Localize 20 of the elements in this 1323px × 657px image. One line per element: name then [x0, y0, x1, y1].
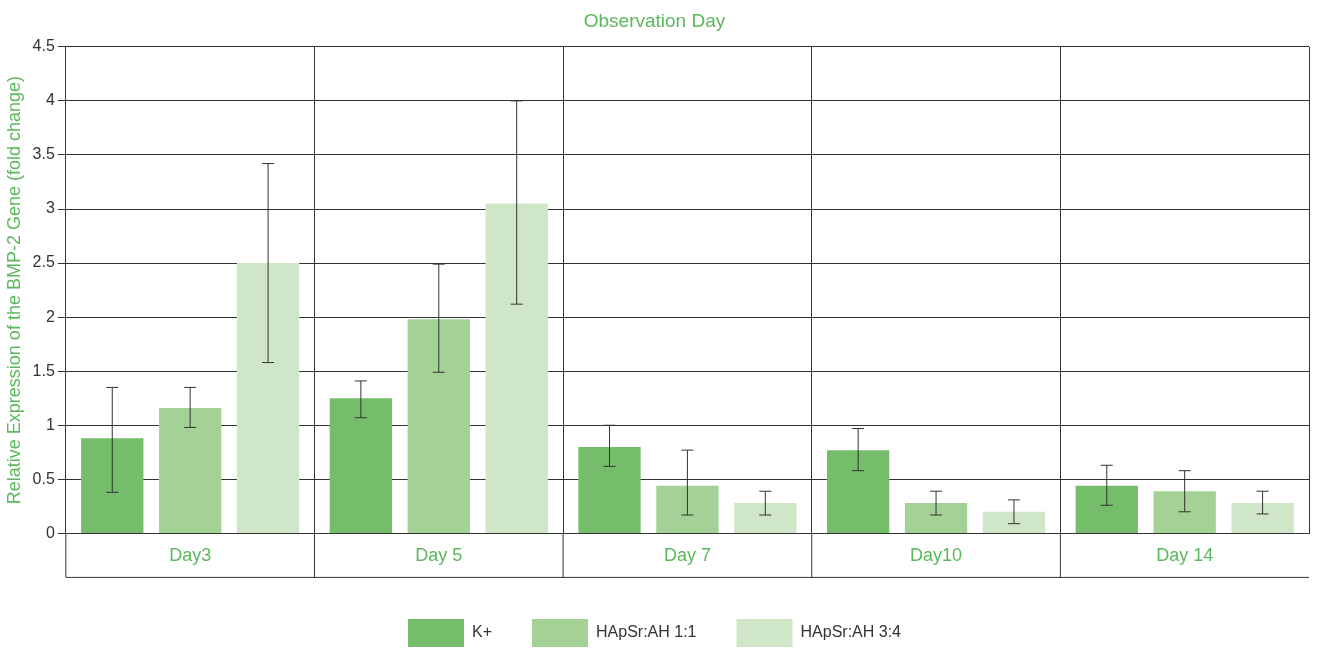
x-tick-label: Day 14 [1156, 545, 1214, 566]
y-tick-label: 4.5 [32, 37, 55, 55]
x-axis-title: Observation Day [583, 9, 726, 31]
x-tick-label: Day 7 [663, 545, 711, 566]
y-tick-label: 0.5 [32, 469, 55, 487]
legend-label: HApSr:AH 3:4 [800, 623, 902, 641]
y-tick-label: 3 [45, 199, 55, 217]
y-tick-label: 2.5 [32, 253, 55, 271]
x-tick-label: Day10 [910, 545, 963, 566]
x-tick-label: Day 5 [415, 545, 463, 566]
x-tick-label: Day3 [169, 545, 212, 566]
legend-label: HApSr:AH 1:1 [596, 623, 697, 641]
legend-label: K+ [472, 623, 493, 641]
y-tick-label: 4 [45, 91, 55, 109]
y-tick-label: 3.5 [32, 145, 55, 163]
y-tick-label: 1.5 [32, 361, 55, 379]
y-tick-label: 0 [45, 523, 55, 541]
y-axis-title: Relative Expression of the BMP-2 Gene (fold change) [3, 75, 24, 505]
y-tick-label: 2 [45, 307, 55, 325]
y-tick-label: 1 [45, 415, 55, 433]
